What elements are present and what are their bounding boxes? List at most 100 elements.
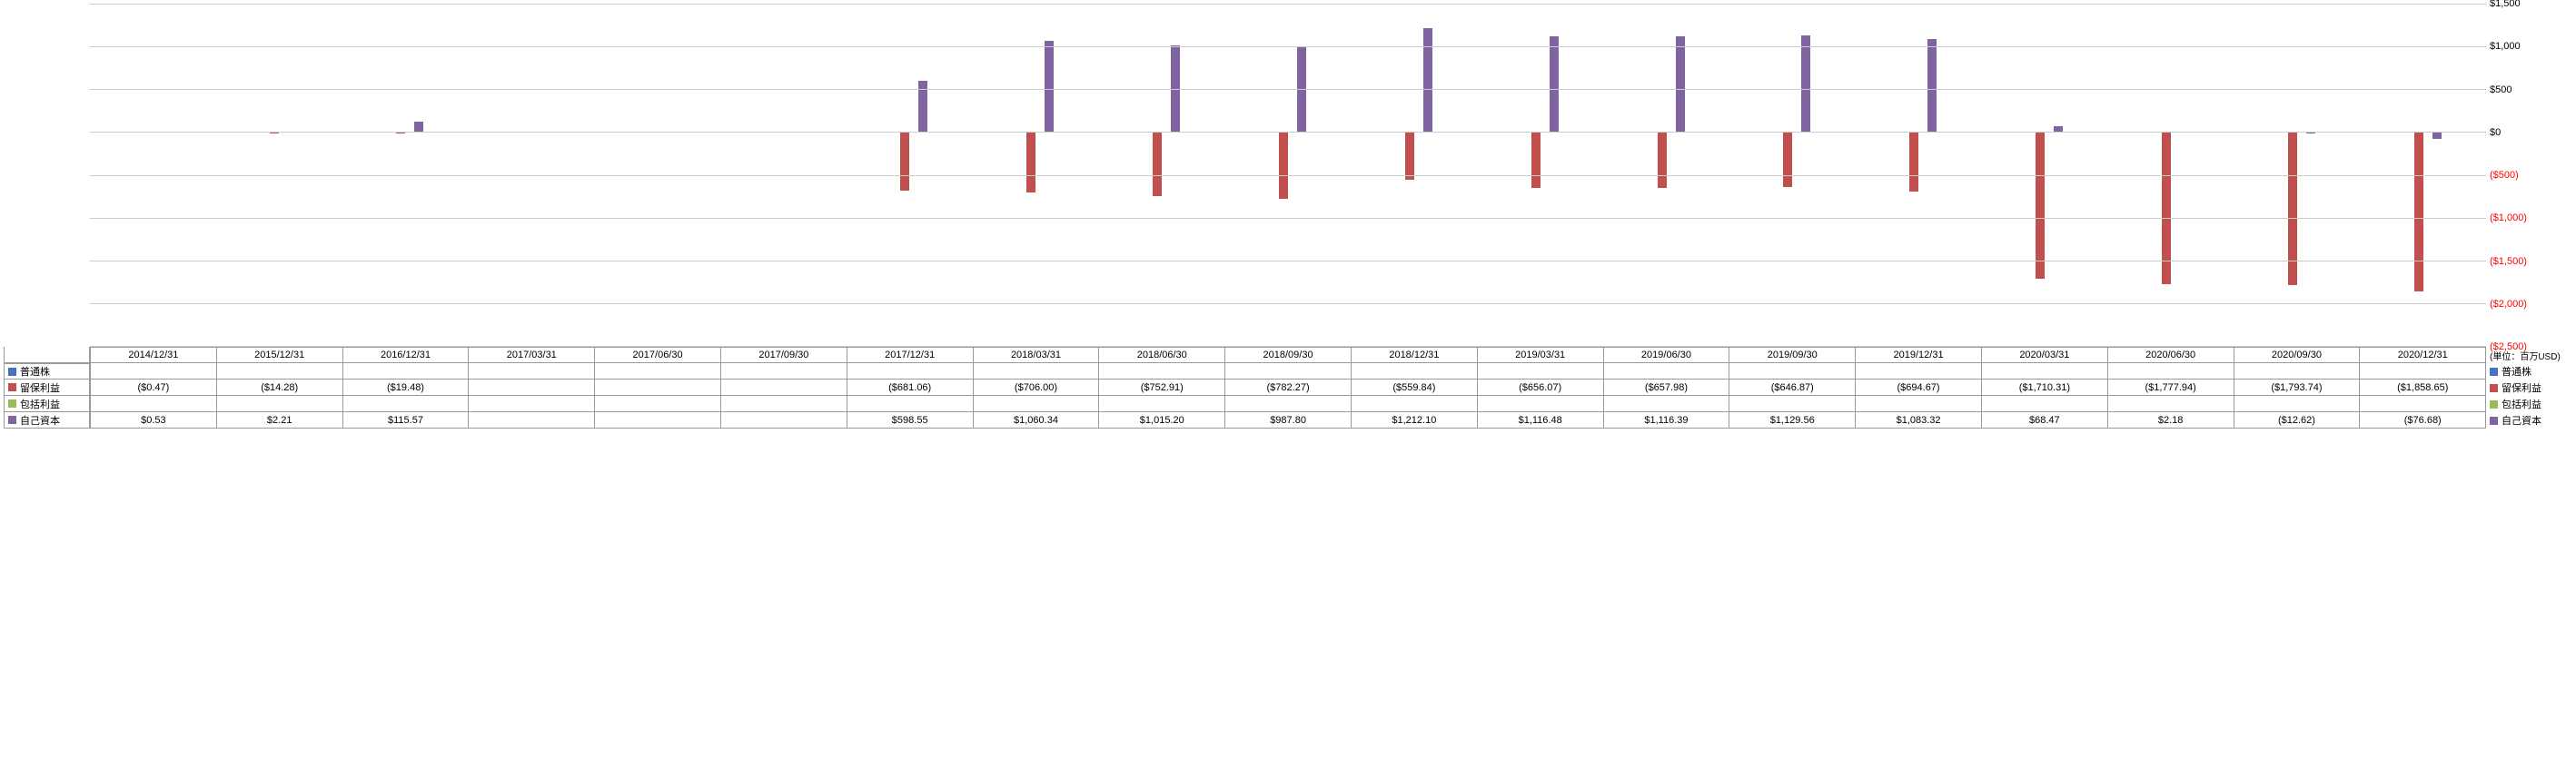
table-cell: $68.47: [1982, 412, 2108, 429]
table-cell: ($19.48): [343, 380, 470, 396]
date-header: 2019/03/31: [1478, 347, 1604, 363]
gridline: [90, 303, 2486, 304]
y-tick-label: $1,500: [2490, 0, 2540, 9]
bar-equity: [1801, 35, 1810, 132]
legend-label: 普通株: [20, 364, 50, 379]
bar-equity: [1676, 36, 1685, 132]
plot-area: [90, 4, 2486, 347]
table-cell: ($752.91): [1099, 380, 1225, 396]
table-cell: [847, 396, 974, 412]
date-header-blank: [4, 347, 90, 363]
table-cell: ($76.68): [2360, 412, 2486, 429]
table-cell: [217, 396, 343, 412]
table-cell: $1,015.20: [1099, 412, 1225, 429]
table-cell: [90, 396, 217, 412]
date-header: 2018/09/30: [1225, 347, 1352, 363]
table-cell: $598.55: [847, 412, 974, 429]
table-cell: $1,116.39: [1604, 412, 1730, 429]
table-cell: [1604, 363, 1730, 380]
table-cell: [974, 363, 1100, 380]
table-cell: ($0.47): [90, 380, 217, 396]
bar-retained: [900, 132, 909, 190]
bar-equity: [1550, 36, 1559, 132]
table-cell: [1352, 396, 1478, 412]
legend-left: 普通株留保利益包括利益自己資本: [4, 4, 90, 429]
table-cell: [847, 363, 974, 380]
table-cell: ($1,777.94): [2108, 380, 2234, 396]
table-header-row: 2014/12/312015/12/312016/12/312017/03/31…: [90, 347, 2486, 363]
table-cell: [595, 412, 721, 429]
gridline: [90, 46, 2486, 47]
date-header: 2015/12/31: [217, 347, 343, 363]
y-axis-right: $1,500$1,000$500$0($500)($1,000)($1,500)…: [2486, 4, 2572, 347]
table-cell: $2.21: [217, 412, 343, 429]
table-cell: [595, 396, 721, 412]
table-cell: [2360, 363, 2486, 380]
y-tick-label: ($500): [2490, 170, 2540, 181]
table-cell: [217, 363, 343, 380]
table-cell: [90, 363, 217, 380]
swatch-icon: [2490, 400, 2498, 409]
bar-retained: [2288, 132, 2297, 285]
table-cell: $1,129.56: [1729, 412, 1856, 429]
legend-item-common: 普通株: [4, 363, 90, 380]
table-cell: [1729, 396, 1856, 412]
table-cell: [1099, 363, 1225, 380]
bar-retained: [1783, 132, 1792, 187]
date-header: 2020/09/30: [2234, 347, 2361, 363]
gridline: [90, 175, 2486, 176]
date-header: 2020/06/30: [2108, 347, 2234, 363]
equity-chart: 普通株留保利益包括利益自己資本 2014/12/312015/12/312016…: [4, 4, 2572, 429]
table-cell: [343, 396, 470, 412]
table-cell: $1,060.34: [974, 412, 1100, 429]
bar-retained: [1279, 132, 1288, 199]
legend-right-item-retained: 留保利益: [2486, 380, 2572, 396]
table-cell: $0.53: [90, 412, 217, 429]
legend-right-item-equity: 自己資本: [2486, 412, 2572, 429]
gridline: [90, 4, 2486, 5]
legend-spacer: [4, 4, 90, 347]
legend-right: 普通株留保利益包括利益自己資本: [2486, 363, 2572, 429]
swatch-icon: [8, 383, 16, 391]
y-tick-label: ($2,500): [2490, 341, 2540, 352]
bar-retained: [1153, 132, 1162, 196]
table-cell: $987.80: [1225, 412, 1352, 429]
bar-retained: [1658, 132, 1667, 188]
table-cell: [1604, 396, 1730, 412]
right-column: $1,500$1,000$500$0($500)($1,000)($1,500)…: [2486, 4, 2572, 429]
table-cell: [1478, 396, 1604, 412]
bar-equity: [1927, 39, 1937, 132]
table-cell: [2234, 363, 2361, 380]
y-tick-label: ($2,000): [2490, 299, 2540, 310]
table-cell: [721, 412, 847, 429]
table-cell: ($694.67): [1856, 380, 1982, 396]
legend-right-item-common: 普通株: [2486, 363, 2572, 380]
swatch-icon: [2490, 368, 2498, 376]
table-cell: ($706.00): [974, 380, 1100, 396]
date-header: 2020/12/31: [2360, 347, 2486, 363]
table-row-common: [90, 363, 2486, 380]
legend-label: 留保利益: [20, 380, 60, 395]
table-cell: [974, 396, 1100, 412]
date-header: 2017/09/30: [721, 347, 847, 363]
table-cell: [1982, 396, 2108, 412]
y-tick-label: $1,000: [2490, 41, 2540, 52]
date-header: 2017/12/31: [847, 347, 974, 363]
legend-item-retained: 留保利益: [4, 380, 90, 396]
table-cell: ($559.84): [1352, 380, 1478, 396]
date-header: 2018/12/31: [1352, 347, 1478, 363]
data-table: 2014/12/312015/12/312016/12/312017/03/31…: [90, 347, 2486, 429]
date-header: 2018/03/31: [974, 347, 1100, 363]
table-cell: $2.18: [2108, 412, 2234, 429]
bar-retained: [2414, 132, 2423, 291]
table-cell: [2108, 396, 2234, 412]
swatch-icon: [2490, 417, 2498, 425]
table-cell: [721, 380, 847, 396]
legend-label: 留保利益: [2502, 380, 2541, 395]
legend-label: 自己資本: [2502, 413, 2541, 428]
y-tick-label: $0: [2490, 127, 2540, 138]
date-header: 2019/06/30: [1604, 347, 1730, 363]
legend-label: 包括利益: [20, 397, 60, 411]
table-cell: $115.57: [343, 412, 470, 429]
table-cell: ($1,793.74): [2234, 380, 2361, 396]
